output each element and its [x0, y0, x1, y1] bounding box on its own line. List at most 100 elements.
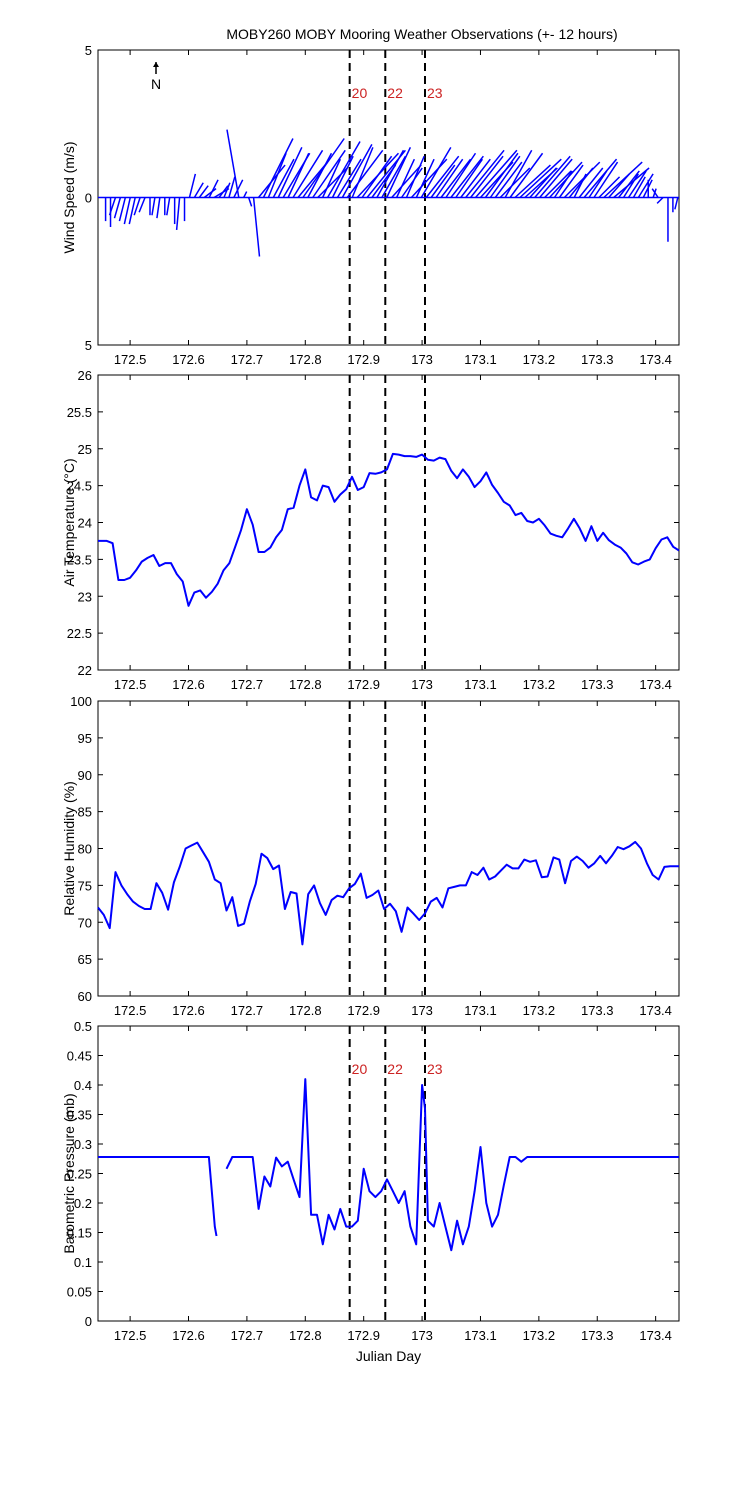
y-tick-label: 23	[78, 589, 92, 604]
x-tick-label: 173	[411, 677, 433, 692]
wind-stick	[499, 167, 531, 199]
wind-stick	[425, 155, 460, 198]
y-axis-label: Relative Humidity (%)	[61, 781, 77, 916]
series-line	[98, 452, 680, 607]
y-tick-label: 5	[85, 338, 92, 353]
y-tick-label: 5	[85, 43, 92, 58]
wind-stick	[233, 179, 244, 198]
wind-stick	[386, 147, 412, 198]
wind-stick	[593, 161, 619, 198]
wind-stick	[455, 158, 484, 198]
wind-stick	[563, 161, 601, 199]
wind-stick	[118, 197, 127, 222]
y-tick-label: 22	[78, 663, 92, 678]
y-tick-label: 95	[78, 731, 92, 746]
wind-stick	[588, 170, 608, 198]
y-tick-label: 0.15	[67, 1226, 92, 1241]
y-axis-label: Barometric Pressure (mb)	[61, 1093, 77, 1253]
y-tick-label: 24	[78, 516, 92, 531]
wind-stick	[361, 155, 393, 198]
y-tick-label: 0.3	[74, 1137, 92, 1152]
wind-stick	[297, 161, 329, 198]
axes-frame	[97, 374, 680, 671]
y-tick-label: 23.5	[67, 552, 92, 567]
wind-stick	[440, 158, 472, 198]
x-tick-label: 172.8	[289, 677, 322, 692]
x-tick-label: 172.5	[114, 677, 147, 692]
wind-stick	[430, 164, 456, 198]
x-tick-label: 173.1	[464, 677, 497, 692]
wind-stick	[558, 164, 584, 198]
wind-stick	[627, 170, 647, 198]
wind-stick	[598, 176, 621, 199]
event-label: 23	[427, 1061, 443, 1077]
wind-stick	[400, 167, 423, 198]
x-tick-label: 173.4	[639, 677, 672, 692]
x-tick-label: 172.7	[231, 1003, 264, 1018]
wind-stick	[435, 158, 464, 198]
wind-stick	[272, 158, 295, 198]
wind-stick	[262, 138, 294, 198]
north-label: N	[151, 76, 161, 92]
event-label: 22	[387, 1061, 403, 1077]
x-tick-label: 173.4	[639, 1003, 672, 1018]
wind-stick	[321, 158, 342, 198]
wind-stick	[504, 149, 533, 198]
wind-stick	[489, 155, 521, 198]
y-tick-label: 0.05	[67, 1285, 92, 1300]
x-tick-label: 173.1	[464, 1328, 497, 1343]
panel-4: 172.5 172.6 172.7 172.8 172.9 173 173.1 173.2 17…	[61, 1019, 680, 1364]
wind-stick	[228, 176, 236, 198]
y-tick-label: 0.25	[67, 1167, 92, 1182]
wind-stick	[544, 170, 572, 199]
y-tick-label: 0.4	[74, 1078, 92, 1093]
x-tick-label: 172.9	[347, 1328, 380, 1343]
wind-stick	[534, 155, 571, 198]
wind-stick	[376, 149, 405, 198]
wind-stick	[287, 152, 310, 198]
wind-stick	[188, 173, 197, 198]
y-tick-label: 26	[78, 368, 92, 383]
wind-stick	[346, 149, 384, 198]
y-tick-label: 75	[78, 878, 92, 893]
wind-stick	[252, 197, 261, 257]
wind-stick	[405, 155, 425, 198]
x-tick-label: 172.9	[347, 1003, 380, 1018]
x-tick-label: 172.7	[231, 352, 264, 367]
wind-stick	[583, 158, 618, 198]
wind-stick	[198, 185, 209, 198]
wind-stick	[351, 147, 374, 198]
y-tick-label: 0.45	[67, 1049, 92, 1064]
wind-stick	[608, 173, 630, 198]
wind-stick	[341, 144, 373, 198]
x-tick-label: 173.4	[639, 352, 672, 367]
y-tick-label: 25.5	[67, 405, 92, 420]
y-tick-label: 85	[78, 805, 92, 820]
x-tick-label: 172.9	[347, 352, 380, 367]
wind-stick	[509, 152, 544, 198]
series-line	[97, 840, 679, 946]
y-tick-label: 0.35	[67, 1108, 92, 1123]
wind-stick	[420, 146, 452, 198]
wind-stick	[223, 182, 231, 198]
wind-stick	[208, 179, 219, 198]
wind-stick	[156, 197, 161, 219]
event-label: 22	[387, 85, 403, 101]
wind-stick	[553, 170, 573, 198]
wind-stick	[193, 182, 204, 198]
wind-stick	[637, 173, 654, 198]
x-tick-label: 173.1	[464, 1003, 497, 1018]
wind-stick	[460, 158, 491, 198]
x-tick-label: 172.9	[347, 677, 380, 692]
event-label: 23	[427, 85, 443, 101]
wind-stick	[326, 141, 361, 198]
panel-3: 172.5 172.6 172.7 172.8 172.9 173 173.1 173.2 17…	[61, 694, 680, 1018]
y-tick-label: 24.5	[67, 479, 92, 494]
x-tick-label: 172.5	[114, 352, 147, 367]
wind-stick	[277, 147, 303, 198]
x-tick-label: 173.2	[523, 352, 556, 367]
x-axis-label: Julian Day	[356, 1348, 421, 1364]
wind-stick	[391, 164, 422, 199]
wind-stick	[519, 158, 562, 199]
wind-stick	[539, 158, 573, 198]
